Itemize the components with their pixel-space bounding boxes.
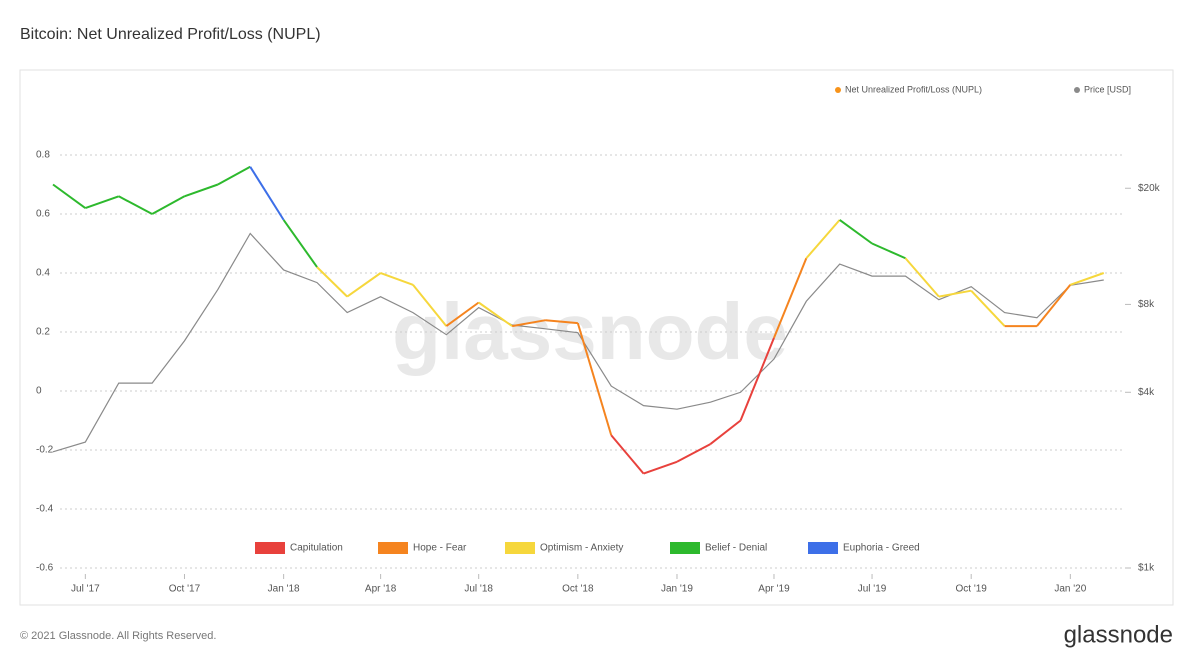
- x-tick-label: Jul '19: [858, 584, 887, 595]
- chart-title: Bitcoin: Net Unrealized Profit/Loss (NUP…: [20, 26, 321, 43]
- zone-swatch: [255, 542, 285, 554]
- x-tick-label: Oct '19: [956, 584, 988, 595]
- zone-label: Capitulation: [290, 543, 343, 554]
- zone-swatch: [808, 542, 838, 554]
- y2-tick-label: $4k: [1138, 387, 1155, 398]
- y-tick-label: -0.2: [36, 445, 54, 456]
- brand: glassnode: [1064, 621, 1173, 648]
- zone-label: Optimism - Anxiety: [540, 543, 623, 554]
- zone-swatch: [505, 542, 535, 554]
- x-tick-label: Jan '20: [1054, 584, 1086, 595]
- nupl-segment: [151, 195, 185, 215]
- x-tick-label: Oct '17: [169, 584, 201, 595]
- y-tick-label: 0.4: [36, 268, 50, 279]
- nupl-segment: [478, 301, 513, 327]
- nupl-segment: [282, 219, 318, 268]
- x-tick-label: Jan '18: [268, 584, 300, 595]
- nupl-segment: [249, 166, 285, 221]
- nupl-segment: [643, 460, 678, 475]
- zone-label: Euphoria - Greed: [843, 543, 920, 554]
- footer: © 2021 Glassnode. All Rights Reserved.: [20, 630, 216, 642]
- y-tick-label: -0.6: [36, 563, 54, 574]
- nupl-segment: [610, 434, 645, 475]
- x-tick-label: Jul '17: [71, 584, 100, 595]
- nupl-segment: [938, 289, 972, 298]
- nupl-segment: [709, 419, 742, 445]
- nupl-segment: [1036, 284, 1072, 327]
- price-line: [52, 232, 1104, 453]
- y2-tick-label: $20k: [1138, 183, 1161, 194]
- nupl-segment: [805, 219, 841, 259]
- y-tick-label: -0.4: [36, 504, 54, 515]
- legend-label: Price [USD]: [1084, 84, 1131, 94]
- nupl-segment: [445, 301, 480, 327]
- y-tick-label: 0.6: [36, 209, 50, 220]
- y-tick-label: 0: [36, 386, 42, 397]
- nupl-segment: [970, 290, 1006, 327]
- nupl-segment: [839, 219, 873, 245]
- nupl-segment: [773, 257, 808, 339]
- nupl-segment: [545, 319, 578, 325]
- nupl-segment: [1070, 272, 1105, 286]
- nupl-segment: [380, 272, 414, 286]
- nupl-segment: [871, 242, 906, 260]
- y-tick-label: 0.2: [36, 327, 50, 338]
- zone-swatch: [378, 542, 408, 554]
- nupl-segment: [511, 319, 546, 328]
- zone-label: Hope - Fear: [413, 543, 467, 554]
- nupl-segment: [217, 165, 251, 186]
- legend-marker: [1074, 87, 1080, 93]
- nupl-segment: [52, 183, 86, 209]
- x-tick-label: Apr '19: [758, 584, 790, 595]
- x-tick-label: Apr '18: [365, 584, 397, 595]
- y2-tick-label: $1k: [1138, 563, 1155, 574]
- zone-label: Belief - Denial: [705, 543, 767, 554]
- x-tick-label: Jul '18: [464, 584, 493, 595]
- nupl-segment: [118, 195, 153, 215]
- nupl-segment: [346, 272, 382, 298]
- nupl-segment: [316, 266, 348, 298]
- y-tick-label: 0.8: [36, 150, 50, 161]
- nupl-segment: [904, 257, 940, 298]
- nupl-segment: [739, 337, 775, 421]
- nupl-segment: [676, 443, 711, 463]
- y2-tick-label: $8k: [1138, 299, 1155, 310]
- zone-swatch: [670, 542, 700, 554]
- chart-frame: [19, 69, 1174, 606]
- legend-marker: [835, 87, 841, 93]
- x-tick-label: Jan '19: [661, 584, 693, 595]
- nupl-segment: [412, 284, 448, 327]
- legend-label: Net Unrealized Profit/Loss (NUPL): [845, 84, 982, 94]
- nupl-segment: [576, 322, 613, 436]
- nupl-segment: [184, 183, 219, 198]
- nupl-segment: [84, 195, 120, 210]
- x-tick-label: Oct '18: [562, 584, 594, 595]
